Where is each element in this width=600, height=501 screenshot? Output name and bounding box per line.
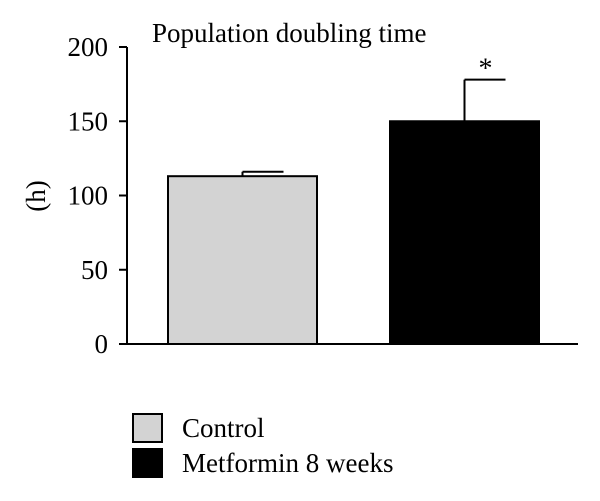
bar-metformin [389,120,540,345]
legend-label: Metformin 8 weeks [182,448,393,478]
bar-control [167,175,318,345]
y-tick-label: 100 [68,181,109,211]
y-tick-label: 50 [81,255,108,285]
y-axis-ticks: 0 50 100 150 200 [68,32,127,359]
legend-swatch [132,413,163,443]
y-tick-label: 150 [68,106,109,136]
significance-marker: * [479,54,493,85]
legend-swatch [132,448,163,478]
bars: * [167,54,540,345]
y-tick-label: 0 [95,329,109,359]
legend-label: Control [182,413,265,443]
legend: Control Metformin 8 weeks [132,413,393,478]
chart-title: Population doubling time [152,18,427,48]
y-axis-label: (h) [21,180,51,211]
y-tick-label: 200 [68,32,109,62]
